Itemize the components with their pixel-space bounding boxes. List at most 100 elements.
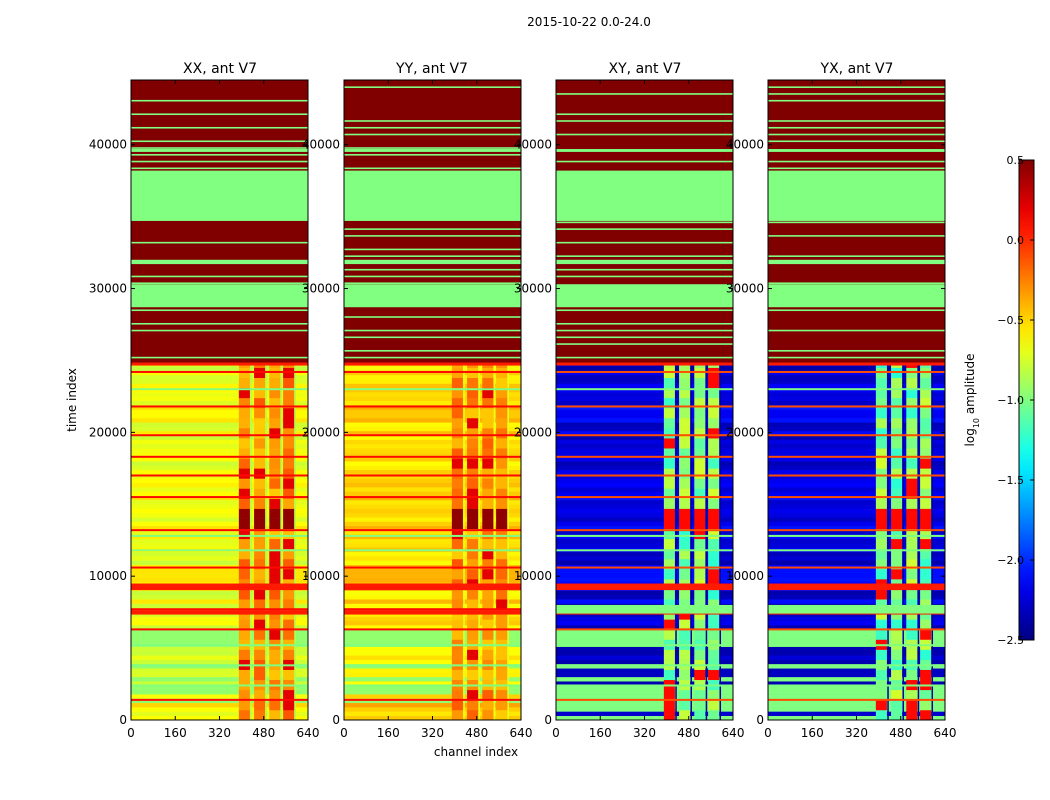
data-row [131,650,308,656]
rfi-cell [482,458,494,469]
rfi-cell [663,448,675,459]
data-row [131,599,308,604]
data-row [556,465,733,471]
rfi-cell [451,669,463,681]
rfi-cell [451,397,463,409]
rfi-cell [694,599,706,610]
rfi-cell [467,448,479,459]
data-row [344,659,521,665]
rfi-cell [875,488,887,499]
y-tick-label: 40000 [726,138,764,152]
rfi-cell [679,417,691,429]
data-row [768,430,945,436]
flag-edge [556,362,733,366]
flag-line [768,628,945,631]
rfi-cell [920,417,932,429]
flag-line [556,698,733,701]
data-row [768,366,945,371]
data-row [344,517,521,522]
rfi-cell [679,387,691,399]
rfi-cell [663,377,675,389]
rfi-cell [496,669,508,681]
flag-stripe [344,350,521,352]
rfi-cell [906,599,918,610]
data-row [344,469,521,475]
x-tick-label: 640 [934,726,957,740]
flag-line [768,434,945,437]
rfi-cell [283,619,295,630]
data-row [131,707,308,712]
rfi-cell [906,498,918,509]
data-row [131,487,308,492]
rfi-cell [254,589,266,600]
rfi-cell [269,538,281,550]
data-row [344,525,521,531]
flag-stripe [768,255,945,257]
y-tick-label: 0 [756,713,764,727]
rfi-cell [875,709,887,721]
data-row [344,396,521,402]
rfi-cell [891,619,903,630]
green-line [556,549,733,552]
rfi-cell [906,488,918,499]
rfi-cell [663,417,675,429]
flag-stripe [344,329,521,332]
data-row [768,443,945,449]
rfi-cell [467,518,479,530]
flag-edge [768,362,945,366]
flag-stripe [344,126,521,129]
rfi-cell [451,468,463,479]
data-row [556,487,733,492]
rfi-cell [451,649,463,660]
rfi-cell [254,699,266,711]
flag-line [556,583,733,587]
data-row [768,426,945,432]
rfi-cell [482,498,494,509]
rfi-cell [663,689,675,701]
rfi-cell [238,528,250,540]
rfi-cell [920,468,932,479]
rfi-cell [679,458,691,469]
rfi-cell [451,619,463,630]
rfi-cell [679,558,691,570]
rfi-cell [891,629,903,640]
data-row [131,538,308,544]
rfi-cell [238,397,250,409]
data-row [131,383,308,389]
data-row [556,659,733,665]
data-row [131,616,308,622]
rfi-cell [467,699,479,711]
rfi-cell [663,478,675,489]
flagged-block [131,284,308,308]
data-row [556,625,733,630]
data-row [556,409,733,414]
data-row [344,620,521,626]
rfi-cell [663,387,675,399]
data-row [768,517,945,522]
rfi-cell [920,428,932,439]
data-row [556,426,733,432]
rfi-cell [496,599,508,610]
rfi-cell [920,538,932,550]
flagged-block [556,170,733,221]
rfi-cell [679,548,691,560]
rfi-cell [238,387,250,399]
data-row [344,556,521,561]
rfi-cell [269,488,281,499]
rfi-cell [451,689,463,701]
y-tick-label: 0 [544,713,552,727]
flag-stripe [131,140,308,143]
rfi-cell [694,538,706,550]
rfi-cell [679,488,691,499]
data-row [768,374,945,380]
data-row [131,629,308,635]
rfi-cell [467,538,479,550]
rfi-cell [283,488,295,499]
data-row [131,443,308,449]
rfi-cell [482,528,494,540]
rfi-cell [482,438,494,449]
rfi-cell [238,417,250,429]
flag-line [556,566,733,569]
data-row [556,482,733,488]
green-line [131,684,308,687]
